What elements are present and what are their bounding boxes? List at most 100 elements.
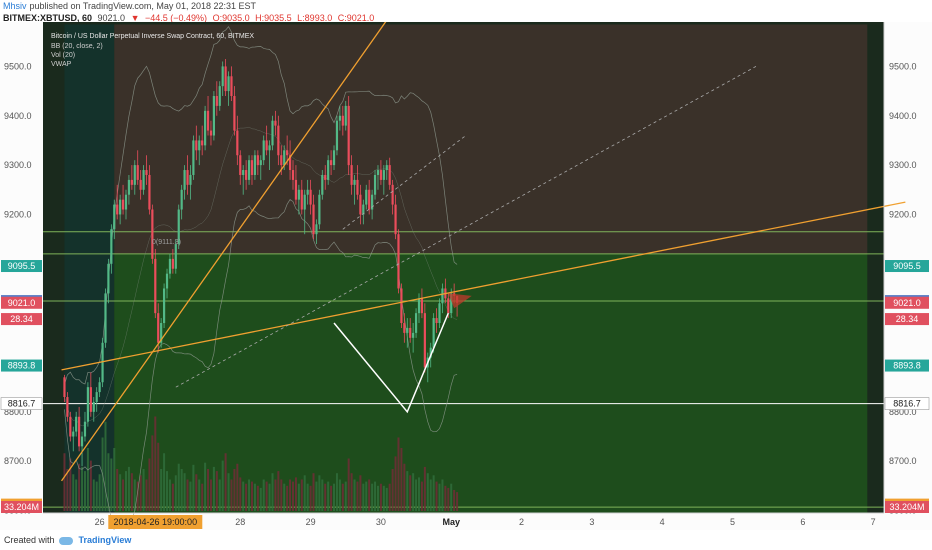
volume-bar [195,474,198,511]
candle-body [177,209,180,245]
price-label-text: 33.204M [889,502,924,512]
volume-bar [110,458,113,511]
candle-body [409,327,412,338]
volume-bar [388,483,391,511]
v-pattern-line[interactable] [333,312,449,414]
candle-body [353,179,356,185]
volume-bar [157,442,160,511]
y-tick-label-right: 8700.0 [889,456,917,466]
y-tick-label-right: 9500.0 [889,61,917,71]
candle-body [300,189,303,210]
volume-bar [379,483,382,511]
price-label-bg [885,260,929,273]
candle-body [288,155,292,171]
candle-body [136,165,139,180]
price-label-text: 8816.7 [8,399,36,409]
candle-body [201,140,204,146]
volume-bar [271,473,274,511]
dashed-trendline[interactable] [175,66,757,388]
x-tick-label: May [442,517,460,527]
candle-body [247,160,251,180]
candle-body [239,155,242,175]
trendline[interactable] [61,22,440,482]
candle-body [95,392,98,402]
legend-bb: BB (20, close, 2) [51,43,103,50]
candle-body [250,160,254,175]
ohlc-open: O:9035.0 [212,13,250,23]
volume-bar [192,464,195,511]
volume-bar [415,479,418,511]
volume-bar [171,483,174,511]
candle-body [329,160,333,166]
trendlines-layer[interactable] [61,22,906,482]
x-tick-label: 30 [376,517,386,527]
volume-bar [417,477,420,511]
candle-body [335,120,339,151]
volume-bar [75,479,78,511]
price-label-bg [885,501,929,513]
y-tick-label-left: 8700.0 [4,456,32,466]
candle-body [224,66,227,92]
price-label-text: 9095.5 [893,261,921,271]
volume-bar [382,485,385,511]
candle-body [376,170,380,175]
candle-body [92,401,95,412]
volume-bar [297,483,300,511]
x-tick-label: 6 [800,517,805,527]
candle-body [429,347,432,358]
volume-bar [447,487,450,511]
price-chart[interactable]: Bitcoin / US Dollar Perpetual Inverse Sw… [0,22,932,530]
candle-body [391,184,394,205]
price-label-text: 8893.8 [893,361,921,371]
price-label-bg [1,501,42,513]
candle-body [373,174,377,195]
tradingview-logo-icon [58,536,73,545]
candle-body [294,179,298,200]
candle-body [154,258,157,314]
candle-body [256,155,259,166]
candle-body [83,421,87,437]
volume-bar [441,479,444,511]
legend: Bitcoin / US Dollar Perpetual Inverse Sw… [51,33,254,68]
candle-body [75,416,78,432]
volume-bar [324,483,327,511]
dashed-trendline[interactable] [342,135,467,230]
candle-body [69,416,72,437]
volume-bar [233,469,236,511]
candle-body [230,76,233,97]
volume-bar [368,479,371,511]
volume-bar [429,479,432,511]
trendline[interactable] [61,201,906,371]
candle-body [142,170,145,190]
candle-body [450,293,453,314]
candle-body [253,155,257,175]
candle-body [332,150,336,166]
ohlc-close: C:9021.0 [337,13,375,23]
target-triangle[interactable] [448,293,472,309]
ohlc-low: L:8993.0 [297,13,333,23]
volume-bar [209,479,212,511]
volume-bar [453,490,456,511]
author-link[interactable]: Mhsiv [3,1,27,11]
pattern-layer[interactable] [333,293,472,414]
candle-body [72,431,75,437]
volume-bar [72,474,75,511]
volume-bar [95,481,98,511]
volume-bar [86,448,89,511]
price-label-bg [1,296,42,309]
volume-bar [133,479,136,511]
tradingview-link[interactable]: TradingView [78,535,132,545]
candle-body [265,140,268,151]
price-label-left: 33.204M [1,501,42,513]
candle-body [400,288,403,324]
volume-bar [160,469,163,511]
candle-body [130,179,133,185]
volume-bar [365,481,368,511]
candle-body [63,377,66,398]
volume-bar [262,479,265,511]
volume-bar [198,479,201,511]
volume-bar [136,481,139,511]
candle-body [318,194,321,225]
candle-body [168,258,172,274]
volume-bar [89,460,92,511]
